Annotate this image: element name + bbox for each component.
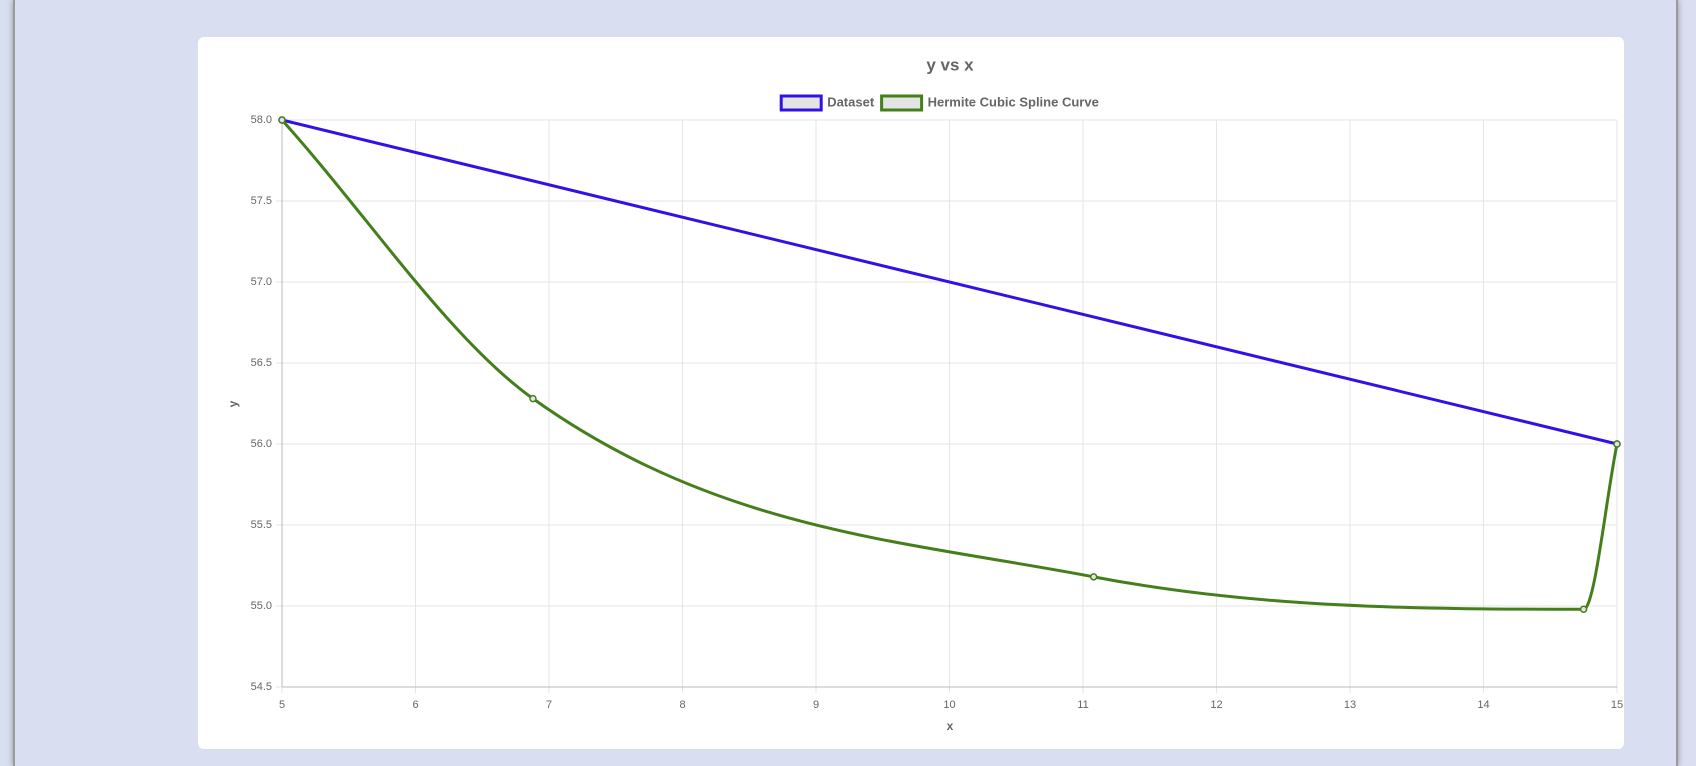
legend-swatch <box>880 94 924 112</box>
x-tick-label: 9 <box>813 699 819 711</box>
data-point <box>1579 605 1588 613</box>
y-tick-label: 57.5 <box>251 195 272 207</box>
x-tick-label: 12 <box>1210 699 1222 711</box>
chart-card <box>198 37 1624 749</box>
legend-label: Hermite Cubic Spline Curve <box>928 94 1099 109</box>
x-tick-label: 15 <box>1611 699 1623 711</box>
legend-label: Dataset <box>827 94 875 109</box>
y-tick-label: 54.5 <box>251 681 272 693</box>
y-tick-label: 56.0 <box>251 438 272 450</box>
series-line <box>281 118 1618 446</box>
x-tick-label: 13 <box>1344 699 1356 711</box>
data-point <box>278 116 286 124</box>
data-point <box>529 394 537 403</box>
x-tick-label: 5 <box>279 699 285 711</box>
x-tick-label: 6 <box>412 699 418 711</box>
y-tick-label: 55.0 <box>251 600 272 612</box>
x-tick-label: 7 <box>546 699 552 711</box>
x-tick-label: 11 <box>1077 699 1088 711</box>
data-point <box>1613 440 1621 448</box>
y-tick-label: 58.0 <box>251 114 272 126</box>
x-axis-label: x <box>947 719 954 733</box>
data-point <box>1089 573 1098 581</box>
y-tick-label: 56.5 <box>251 357 272 369</box>
y-axis-label: y <box>226 400 240 407</box>
y-tick-label: 57.0 <box>251 276 272 288</box>
chart-title: y vs x <box>926 55 974 74</box>
y-tick-label: 55.5 <box>251 519 272 531</box>
x-tick-label: 8 <box>679 699 685 711</box>
x-tick-label: 14 <box>1477 699 1489 711</box>
legend-swatch <box>779 94 823 112</box>
x-tick-label: 10 <box>943 699 955 711</box>
